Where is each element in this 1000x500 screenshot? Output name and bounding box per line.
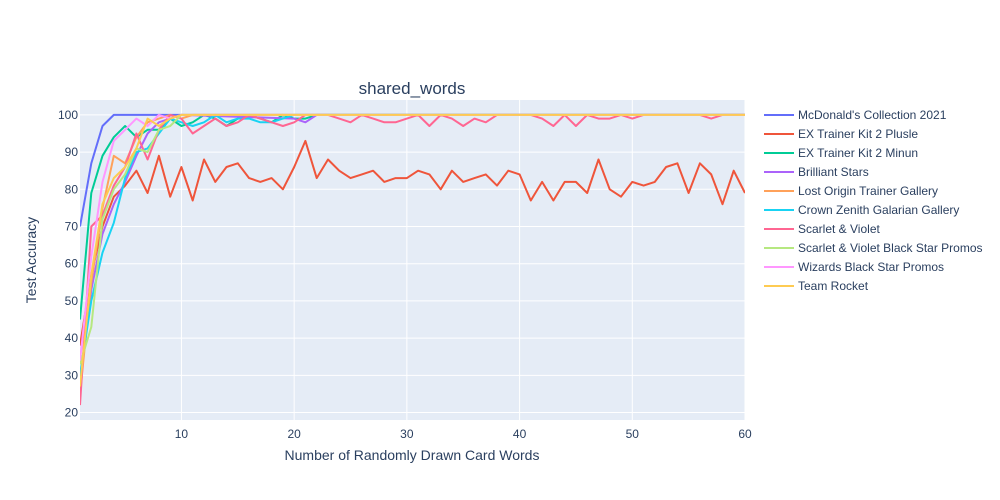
y-tick-label: 20 bbox=[65, 406, 79, 420]
series-line-1 bbox=[80, 139, 745, 346]
y-tick-label: 60 bbox=[65, 257, 79, 271]
y-tick-label: 100 bbox=[58, 108, 78, 122]
y-tick-label: 90 bbox=[65, 145, 79, 159]
legend-entry[interactable]: Brilliant Stars bbox=[798, 165, 869, 179]
y-tick-label: 80 bbox=[65, 182, 79, 196]
x-tick-label: 60 bbox=[738, 427, 752, 441]
legend-entry[interactable]: Wizards Black Star Promos bbox=[798, 260, 944, 274]
y-tick-label: 50 bbox=[65, 294, 79, 308]
legend-entry[interactable]: Team Rocket bbox=[798, 279, 869, 293]
y-tick-label: 70 bbox=[65, 220, 79, 234]
legend-entry[interactable]: EX Trainer Kit 2 Plusle bbox=[798, 127, 918, 141]
series-line-9 bbox=[80, 113, 745, 387]
series-lines bbox=[80, 113, 745, 406]
x-axis-title: Number of Randomly Drawn Card Words bbox=[285, 447, 540, 463]
legend-entry[interactable]: Scarlet & Violet Black Star Promos bbox=[798, 241, 983, 255]
grid bbox=[80, 100, 746, 420]
series-line-6 bbox=[80, 113, 745, 406]
x-tick-label: 30 bbox=[400, 427, 414, 441]
legend-entry[interactable]: EX Trainer Kit 2 Minun bbox=[798, 146, 918, 160]
legend-entry[interactable]: Crown Zenith Galarian Gallery bbox=[798, 203, 959, 217]
x-axis-ticks: 10 20 30 40 50 60 bbox=[175, 427, 752, 441]
chart-title: shared_words bbox=[359, 79, 466, 98]
x-tick-label: 40 bbox=[513, 427, 527, 441]
y-axis-title: Test Accuracy bbox=[23, 217, 39, 303]
y-axis-ticks: 20 30 40 50 60 70 80 90 100 bbox=[58, 108, 78, 420]
legend-entry[interactable]: Scarlet & Violet bbox=[798, 222, 880, 236]
legend-entry[interactable]: McDonald's Collection 2021 bbox=[798, 108, 947, 122]
legend-entry[interactable]: Lost Origin Trainer Gallery bbox=[798, 184, 938, 198]
y-tick-label: 30 bbox=[65, 368, 79, 382]
x-tick-label: 10 bbox=[175, 427, 189, 441]
legend: McDonald's Collection 2021 EX Trainer Kit… bbox=[764, 108, 983, 293]
x-tick-label: 50 bbox=[626, 427, 640, 441]
x-tick-label: 20 bbox=[287, 427, 301, 441]
plot-area bbox=[80, 100, 745, 420]
y-tick-label: 40 bbox=[65, 331, 79, 345]
